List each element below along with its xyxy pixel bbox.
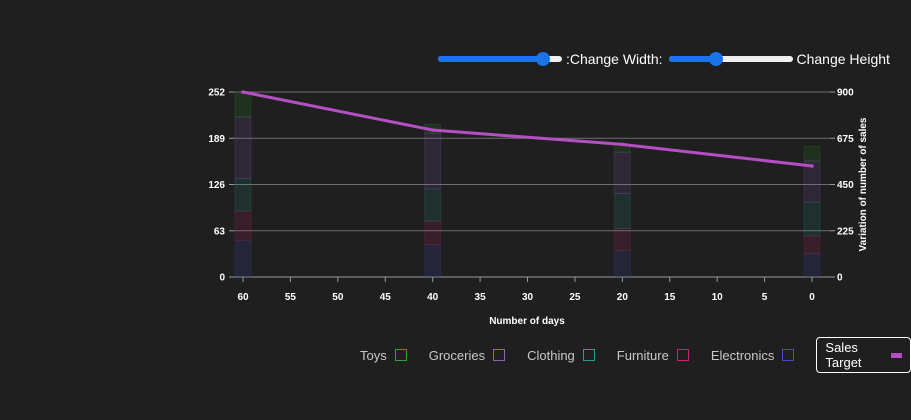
- legend-swatch: [676, 349, 689, 361]
- legend-swatch: [782, 349, 795, 361]
- bar-segment-groceries[interactable]: [424, 132, 442, 190]
- left-y-tick-label: 126: [208, 180, 225, 191]
- x-tick-label: 50: [332, 292, 344, 303]
- height-slider-fill: [668, 56, 716, 62]
- x-tick-label: 25: [569, 292, 581, 303]
- legend-swatch: [582, 349, 595, 361]
- x-tick-label: 40: [427, 292, 439, 303]
- sales-target-point[interactable]: [810, 164, 814, 168]
- chart-size-controls: :Change Width: Change Height: [436, 50, 894, 68]
- x-tick-label: 35: [475, 292, 487, 303]
- legend-label: Toys: [360, 347, 387, 363]
- change-width-label: :Change Width:: [566, 51, 663, 67]
- x-tick-label: 30: [522, 292, 534, 303]
- x-tick-label: 55: [285, 292, 297, 303]
- legend-line-swatch: [891, 352, 902, 358]
- left-y-tick-label: 63: [214, 226, 226, 237]
- bar-segment-toys[interactable]: [234, 92, 252, 118]
- x-tick-label: 45: [380, 292, 392, 303]
- bar-segment-groceries[interactable]: [613, 151, 631, 194]
- bar-segment-furniture[interactable]: [424, 220, 442, 246]
- bar-layer: [234, 92, 821, 278]
- legend-swatch: [493, 349, 506, 361]
- x-tick-label: 15: [664, 292, 676, 303]
- legend-item-clothing[interactable]: Clothing: [527, 348, 595, 363]
- x-tick-label: 0: [809, 292, 815, 303]
- bar-segment-furniture[interactable]: [234, 210, 252, 241]
- bar-segment-clothing[interactable]: [803, 201, 821, 237]
- x-tick-label: 10: [712, 292, 724, 303]
- height-slider-track: [668, 56, 793, 62]
- sales-target-point[interactable]: [430, 128, 435, 132]
- legend-label: Electronics: [710, 347, 775, 363]
- right-y-axis-title: Variation of number of sales: [858, 117, 869, 251]
- right-y-tick-label: 450: [837, 180, 854, 191]
- right-y-tick-label: 225: [837, 226, 854, 237]
- legend-item-electronics[interactable]: Electronics: [711, 348, 795, 363]
- width-slider[interactable]: [436, 50, 564, 68]
- height-slider[interactable]: [667, 50, 795, 68]
- line-layer: [241, 90, 814, 168]
- bar-segment-clothing[interactable]: [424, 188, 442, 222]
- x-tick-label: 20: [617, 292, 629, 303]
- width-slider-fill: [438, 56, 544, 62]
- bar-segment-groceries[interactable]: [803, 160, 821, 203]
- grid-layer: [234, 91, 830, 278]
- bar-segment-electronics[interactable]: [234, 239, 252, 278]
- sales-target-point[interactable]: [620, 142, 625, 147]
- x-tick-label: 60: [237, 292, 249, 303]
- legend-item-sales-target[interactable]: Sales Target: [816, 337, 911, 373]
- right-y-tick-label: 0: [837, 273, 843, 284]
- legend-swatch: [394, 349, 407, 361]
- sales-target-line[interactable]: [242, 90, 813, 168]
- legend-label: Clothing: [527, 347, 575, 363]
- bar-segment-electronics[interactable]: [424, 244, 442, 278]
- chart-legend: Toys Groceries Clothing Furniture Electronic…: [360, 337, 911, 373]
- left-y-tick-label: 189: [208, 134, 225, 145]
- bar-segment-clothing[interactable]: [234, 178, 252, 212]
- left-y-tick-label: 0: [219, 273, 225, 284]
- bar-segment-electronics[interactable]: [803, 253, 821, 278]
- legend-item-toys[interactable]: Toys: [360, 348, 407, 363]
- bar-segment-furniture[interactable]: [803, 235, 821, 255]
- sales-target-point[interactable]: [241, 90, 245, 94]
- change-height-label: Change Height: [796, 51, 890, 67]
- legend-label: Sales Target: [825, 340, 862, 370]
- bar-segment-groceries[interactable]: [234, 116, 252, 180]
- legend-label: Furniture: [616, 347, 669, 363]
- legend-item-groceries[interactable]: Groceries: [428, 347, 506, 363]
- x-axis-title: Number of days: [489, 316, 565, 327]
- x-tick-label: 5: [762, 292, 768, 303]
- left-y-tick-label: 252: [208, 88, 225, 99]
- bar-segment-clothing[interactable]: [613, 192, 631, 230]
- height-slider-thumb[interactable]: [708, 52, 723, 66]
- right-y-tick-label: 900: [837, 88, 854, 99]
- bar-segment-toys[interactable]: [803, 145, 821, 162]
- width-slider-thumb[interactable]: [536, 52, 551, 66]
- bar-segment-furniture[interactable]: [613, 228, 631, 252]
- right-y-tick-label: 675: [837, 134, 854, 145]
- legend-item-furniture[interactable]: Furniture: [617, 348, 689, 363]
- bar-segment-electronics[interactable]: [613, 250, 631, 278]
- legend-label: Groceries: [428, 347, 486, 363]
